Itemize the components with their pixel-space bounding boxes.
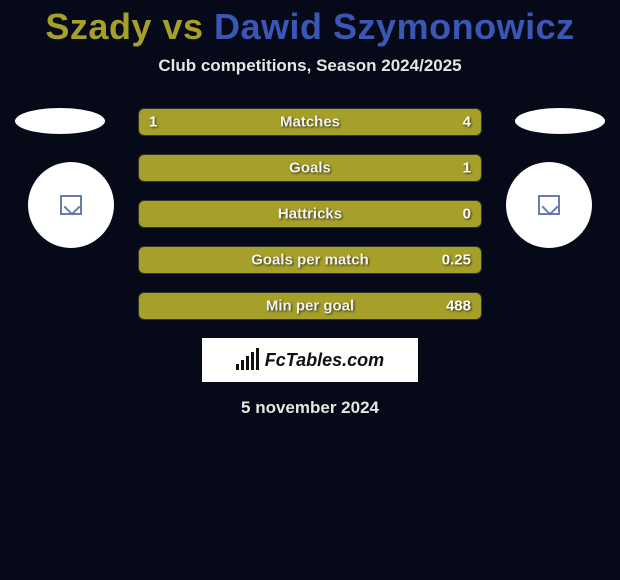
comparison-stage: 1 4 Matches 1 Goals 0 Hattricks 0.25 Goals per m… <box>0 108 620 418</box>
stat-bar-right <box>207 109 481 135</box>
stat-value-left: 1 <box>149 114 157 131</box>
logo-bars-icon <box>236 350 259 370</box>
logo-text: FcTables.com <box>265 350 384 371</box>
crest-placeholder-icon <box>538 195 560 215</box>
stat-value-right: 488 <box>446 298 471 315</box>
stat-label: Goals <box>289 160 331 177</box>
stat-value-right: 0.25 <box>442 252 471 269</box>
stat-row: 0 Hattricks <box>138 200 482 228</box>
stat-bars: 1 4 Matches 1 Goals 0 Hattricks 0.25 Goals per m… <box>138 108 482 320</box>
title-right-player: Dawid Szymonowicz <box>214 6 575 47</box>
stat-row: 488 Min per goal <box>138 292 482 320</box>
fctables-logo-card[interactable]: FcTables.com <box>202 338 418 382</box>
stat-row: 1 Goals <box>138 154 482 182</box>
stat-row: 1 4 Matches <box>138 108 482 136</box>
stat-value-right: 4 <box>463 114 471 131</box>
stat-value-right: 0 <box>463 206 471 223</box>
stat-label: Matches <box>280 114 340 131</box>
logo-brand: FcTables <box>265 350 342 370</box>
stat-row: 0.25 Goals per match <box>138 246 482 274</box>
title-vs: vs <box>162 6 203 47</box>
date: 5 november 2024 <box>0 398 620 418</box>
flag-right <box>515 108 605 134</box>
stat-label: Hattricks <box>278 206 342 223</box>
title-left-player: Szady <box>45 6 152 47</box>
flag-left <box>15 108 105 134</box>
crest-placeholder-icon <box>60 195 82 215</box>
page-title: Szady vs Dawid Szymonowicz <box>0 0 620 48</box>
stat-value-right: 1 <box>463 160 471 177</box>
club-crest-left <box>28 162 114 248</box>
logo-suffix: .com <box>342 350 384 370</box>
club-crest-right <box>506 162 592 248</box>
stat-label: Goals per match <box>251 252 369 269</box>
stat-label: Min per goal <box>266 298 354 315</box>
subtitle: Club competitions, Season 2024/2025 <box>0 56 620 76</box>
